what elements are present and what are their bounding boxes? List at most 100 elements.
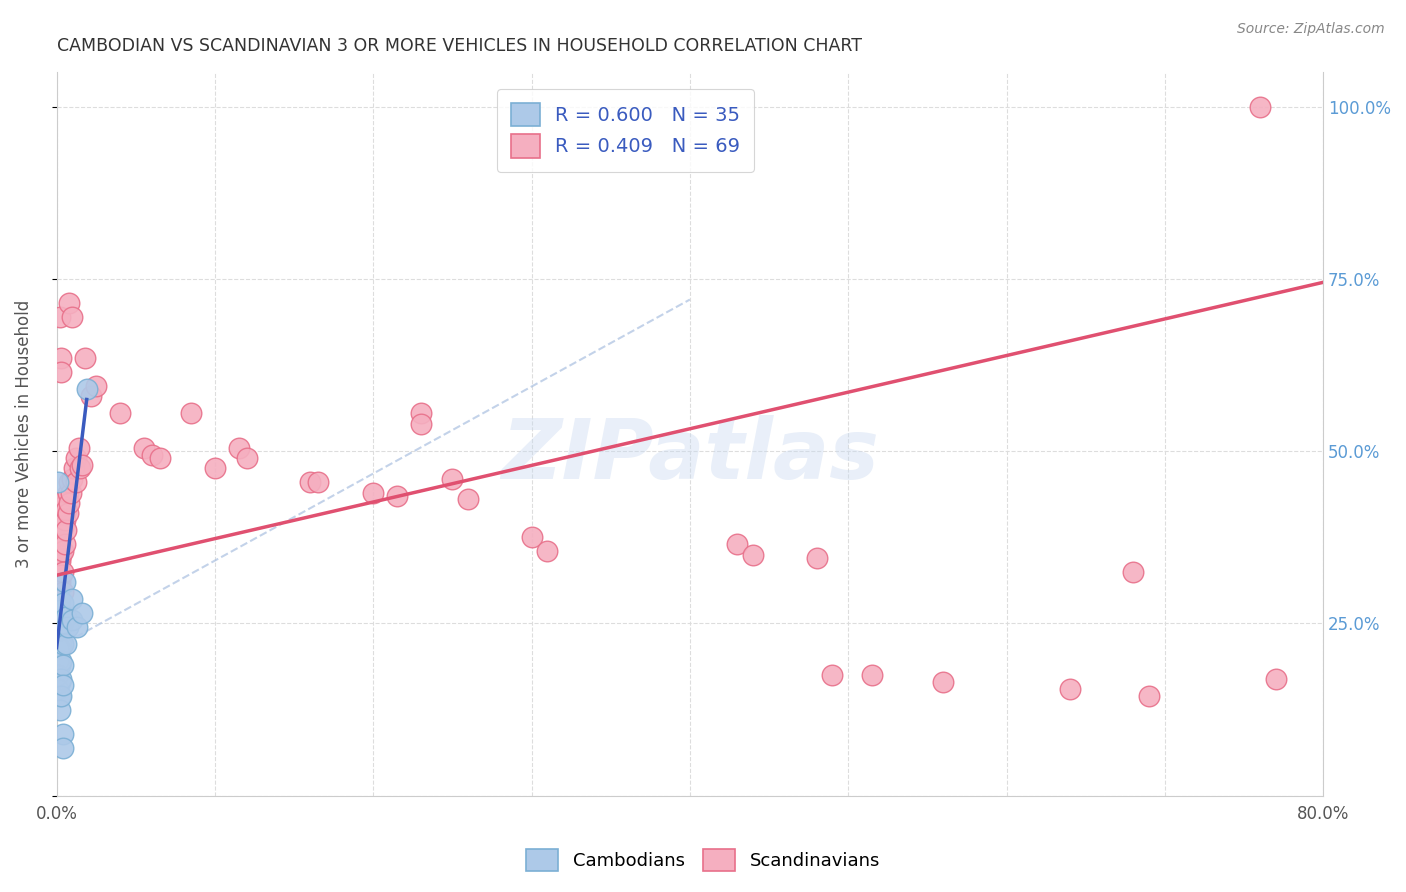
Point — [69, 461, 91, 475]
Y-axis label: 3 or more Vehicles in Household: 3 or more Vehicles in Household — [15, 300, 32, 568]
Point — [821, 668, 844, 682]
Point — [49, 624, 72, 638]
Point — [52, 616, 75, 631]
Point — [56, 620, 79, 634]
Point — [46, 475, 69, 490]
Point — [52, 585, 75, 599]
Point — [457, 492, 479, 507]
Point — [725, 537, 748, 551]
Point — [58, 475, 80, 490]
Point — [63, 461, 86, 475]
Point — [62, 592, 84, 607]
Point — [385, 489, 408, 503]
Text: Source: ZipAtlas.com: Source: ZipAtlas.com — [1237, 22, 1385, 37]
Point — [1122, 565, 1144, 579]
Point — [932, 675, 955, 690]
Point — [742, 548, 765, 562]
Point — [59, 485, 82, 500]
Point — [409, 417, 432, 431]
Point — [52, 740, 75, 755]
Point — [52, 657, 75, 672]
Point — [1264, 672, 1286, 686]
Point — [55, 524, 77, 538]
Point — [52, 500, 75, 514]
Point — [49, 606, 72, 620]
Point — [298, 475, 321, 490]
Point — [520, 530, 543, 544]
Point — [70, 606, 93, 620]
Point — [53, 575, 76, 590]
Point — [1137, 689, 1160, 703]
Point — [52, 727, 75, 741]
Point — [55, 502, 77, 516]
Point — [860, 668, 883, 682]
Legend: Cambodians, Scandinavians: Cambodians, Scandinavians — [519, 842, 887, 879]
Point — [52, 565, 75, 579]
Point — [65, 475, 87, 490]
Point — [51, 351, 73, 365]
Point — [51, 603, 73, 617]
Point — [51, 568, 73, 582]
Point — [53, 513, 76, 527]
Point — [108, 406, 131, 420]
Point — [62, 613, 84, 627]
Point — [51, 506, 73, 520]
Point — [52, 678, 75, 692]
Point — [58, 496, 80, 510]
Point — [76, 382, 98, 396]
Point — [56, 485, 79, 500]
Point — [84, 378, 107, 392]
Point — [204, 461, 226, 475]
Point — [51, 527, 73, 541]
Point — [536, 544, 558, 558]
Point — [62, 472, 84, 486]
Point — [51, 672, 73, 686]
Point — [65, 451, 87, 466]
Point — [1059, 681, 1081, 696]
Point — [46, 572, 69, 586]
Point — [49, 640, 72, 655]
Point — [148, 451, 170, 466]
Point — [409, 406, 432, 420]
Point — [58, 296, 80, 310]
Point — [55, 637, 77, 651]
Point — [66, 620, 89, 634]
Point — [228, 441, 250, 455]
Point — [52, 596, 75, 610]
Point — [51, 365, 73, 379]
Point — [49, 689, 72, 703]
Point — [55, 609, 77, 624]
Point — [46, 668, 69, 682]
Point — [49, 310, 72, 324]
Point — [46, 654, 69, 668]
Point — [49, 675, 72, 690]
Point — [49, 592, 72, 607]
Point — [361, 485, 384, 500]
Point — [46, 640, 69, 655]
Point — [51, 637, 73, 651]
Point — [67, 441, 90, 455]
Point — [51, 548, 73, 562]
Point — [49, 575, 72, 590]
Point — [46, 681, 69, 696]
Point — [307, 475, 329, 490]
Point — [49, 537, 72, 551]
Point — [51, 620, 73, 634]
Point — [46, 551, 69, 566]
Text: ZIPatlas: ZIPatlas — [501, 415, 879, 496]
Point — [806, 551, 828, 566]
Point — [180, 406, 202, 420]
Point — [53, 537, 76, 551]
Point — [441, 472, 464, 486]
Point — [52, 520, 75, 534]
Point — [49, 703, 72, 717]
Point — [75, 351, 97, 365]
Point — [49, 554, 72, 568]
Text: CAMBODIAN VS SCANDINAVIAN 3 OR MORE VEHICLES IN HOUSEHOLD CORRELATION CHART: CAMBODIAN VS SCANDINAVIAN 3 OR MORE VEHI… — [56, 37, 862, 55]
Point — [49, 520, 72, 534]
Point — [235, 451, 257, 466]
Point — [51, 689, 73, 703]
Point — [141, 448, 163, 462]
Point — [49, 657, 72, 672]
Point — [80, 389, 103, 403]
